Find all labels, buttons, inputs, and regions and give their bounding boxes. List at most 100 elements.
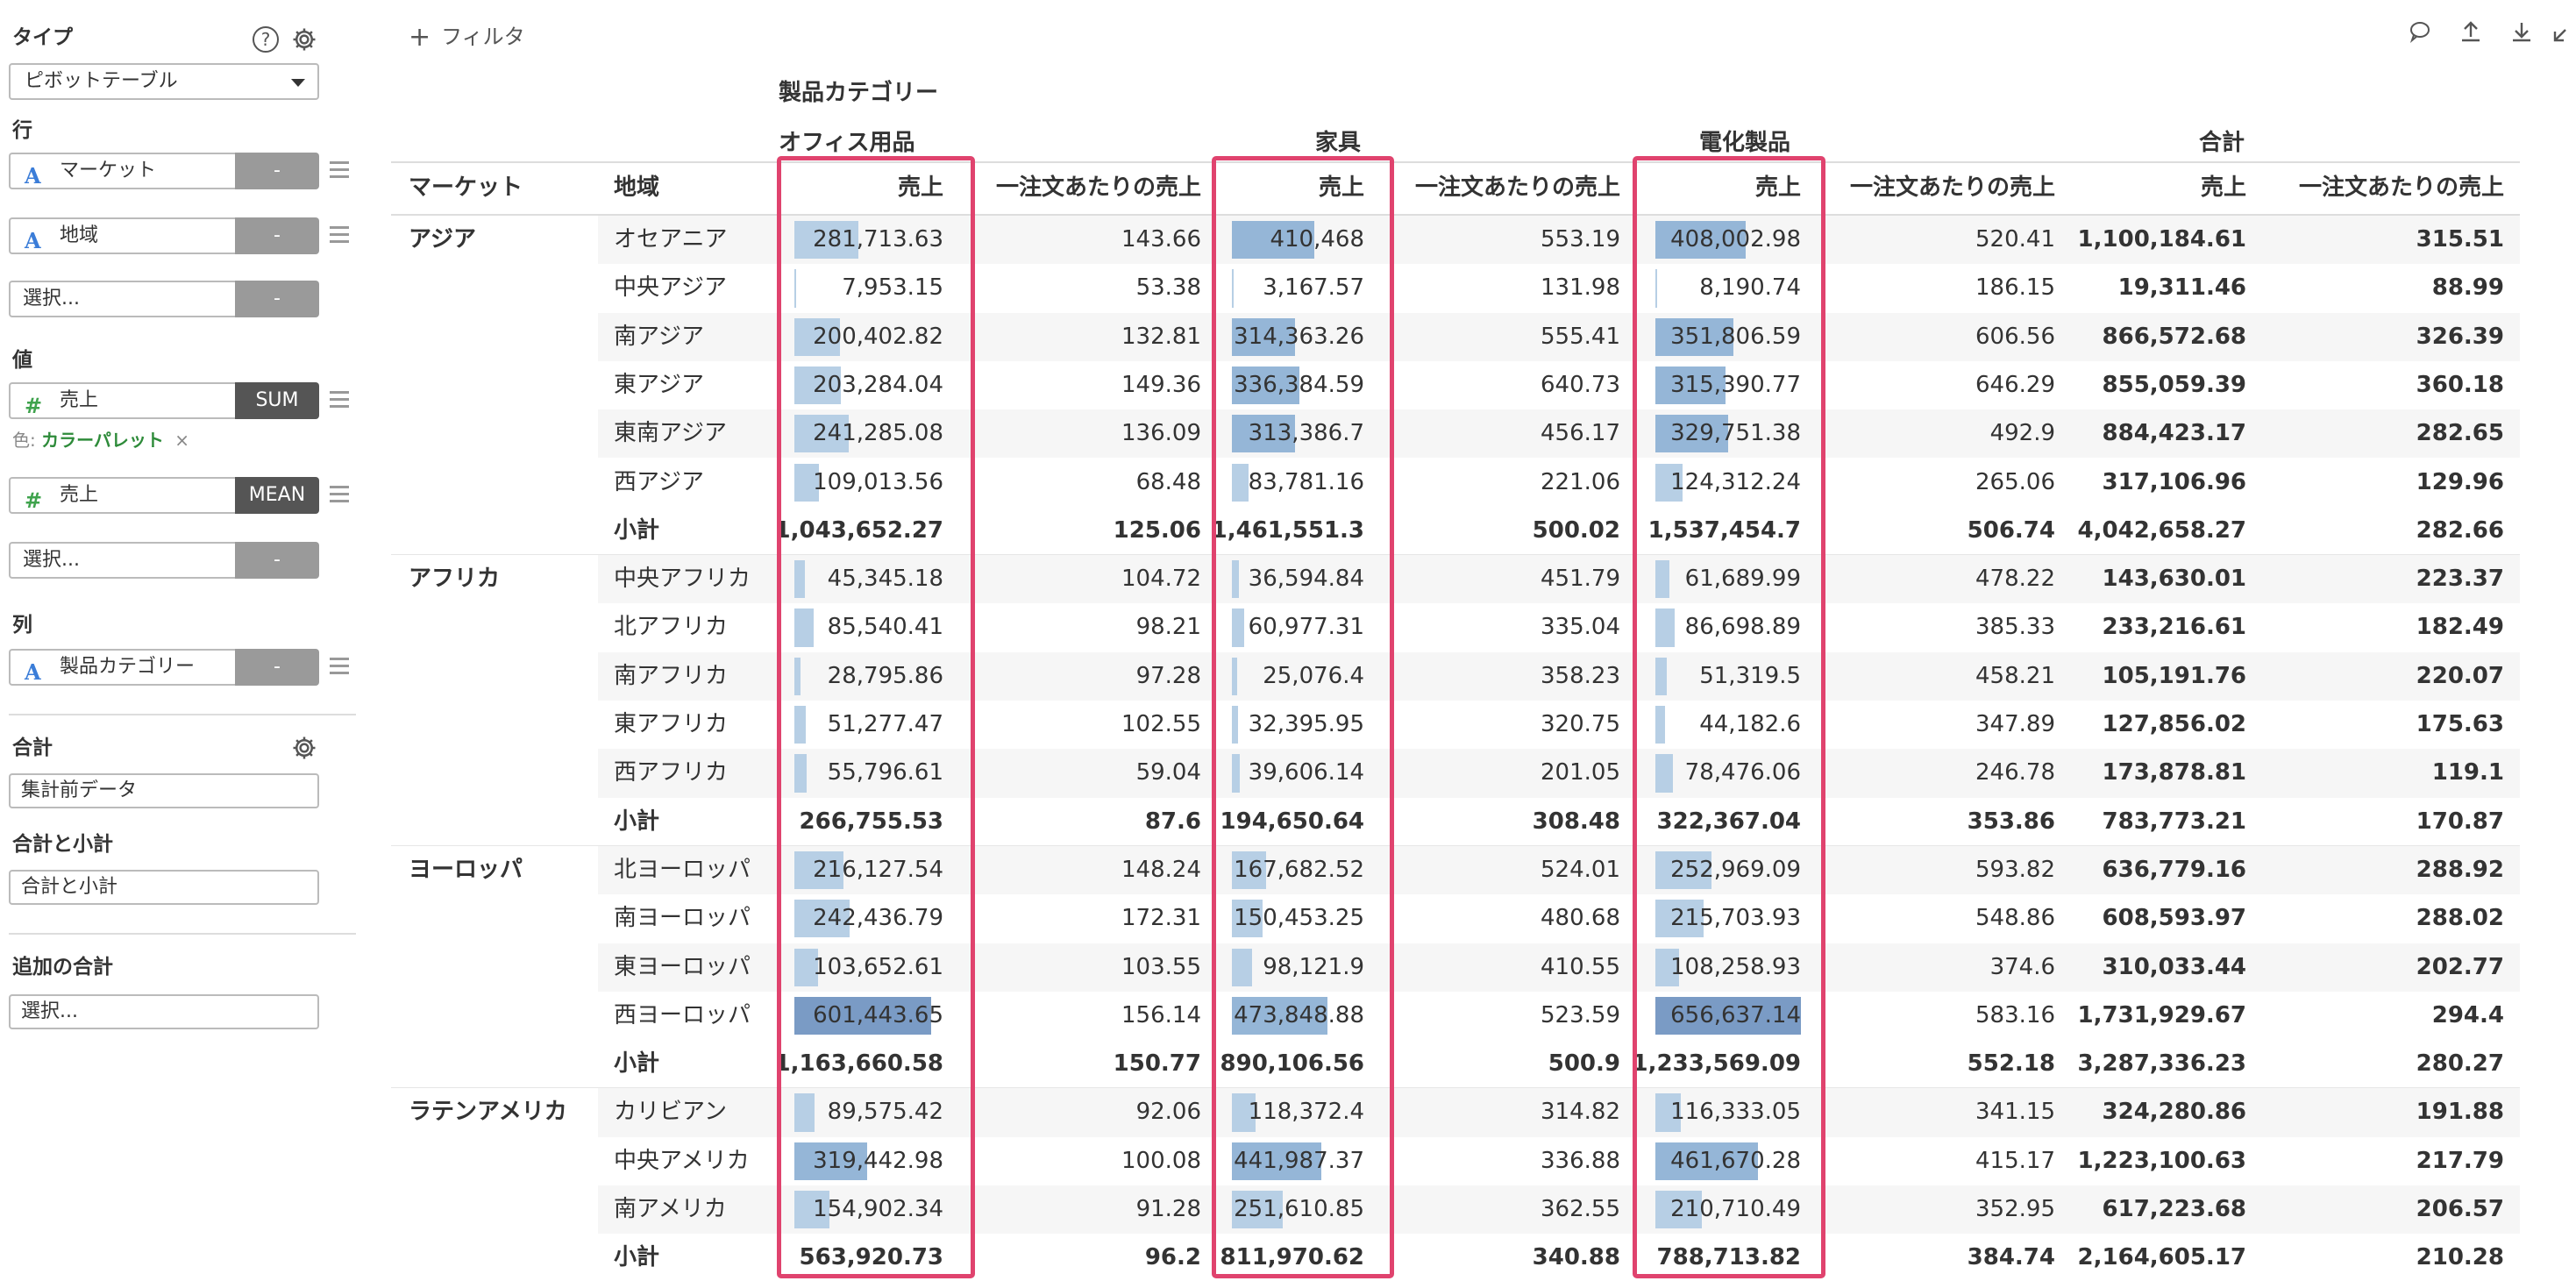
dimension-icon: A <box>25 659 41 685</box>
sales-cell: 51,319.5 <box>1699 662 1801 689</box>
aggregation-button[interactable]: - <box>235 281 319 317</box>
value-field-sum[interactable]: # 売上 SUM <box>9 382 319 419</box>
sales-bar <box>1232 269 1234 308</box>
row-field-region[interactable]: A 地域 - <box>9 217 319 254</box>
aggregation-button[interactable]: MEAN <box>235 477 319 514</box>
subtotal-select[interactable]: 合計と小計 <box>9 870 319 905</box>
mean-sales-cell: 201.05 <box>1541 759 1620 786</box>
comment-icon[interactable] <box>2408 19 2432 44</box>
subtotal-cell: 4,042,658.27 <box>2077 516 2246 544</box>
drag-handle-icon[interactable] <box>330 226 349 247</box>
total-select[interactable]: 集計前データ <box>9 773 319 808</box>
column-field-category[interactable]: A 製品カテゴリー - <box>9 649 319 686</box>
drag-handle-icon[interactable] <box>330 486 349 507</box>
mean-sales-cell: 136.09 <box>1121 420 1201 447</box>
mean-sales-cell: 202.77 <box>2416 953 2504 980</box>
chart-type-select[interactable]: ピボットテーブル <box>9 63 319 100</box>
sales-cell: 216,127.54 <box>813 856 943 883</box>
subtotal-cell: 322,367.04 <box>1656 808 1801 835</box>
settings-sidebar: タイプ ? ピボットテーブル 行 A マーケット - A 地域 - 選択... - … <box>0 0 359 1280</box>
value-field-select[interactable]: 選択... - <box>9 542 319 579</box>
field-name: マーケット <box>60 160 157 181</box>
sales-bar <box>794 317 840 356</box>
row-background <box>598 651 2520 701</box>
subtotal-cell: 170.87 <box>2416 808 2504 835</box>
color-palette-link[interactable]: カラーパレット <box>41 430 164 451</box>
field-name: 製品カテゴリー <box>60 656 196 678</box>
sales-cell: 241,285.08 <box>813 420 943 447</box>
subtotal-cell: 282.66 <box>2416 516 2504 544</box>
category-header: オフィス用品 <box>779 130 915 156</box>
download-icon[interactable] <box>2509 19 2534 44</box>
sales-cell: 25,076.4 <box>1263 662 1364 689</box>
close-icon[interactable]: × <box>174 430 190 451</box>
measure-header-mean-sales: 一注文あたりの売上 <box>995 174 1201 201</box>
measure-icon: # <box>25 488 43 513</box>
sales-bar <box>1655 900 1704 938</box>
sales-cell: 98,121.9 <box>1263 953 1364 980</box>
aggregation-button[interactable]: - <box>235 217 319 254</box>
gear-icon[interactable] <box>291 26 317 53</box>
sales-cell: 310,033.44 <box>2102 953 2246 980</box>
select-placeholder: 選択... <box>23 549 80 571</box>
mean-sales-cell: 97.28 <box>1135 662 1201 689</box>
sales-bar <box>794 560 805 599</box>
mean-sales-cell: 555.41 <box>1541 323 1620 350</box>
sales-cell: 866,572.68 <box>2102 323 2246 350</box>
column-dimension-label: 製品カテゴリー <box>779 80 939 106</box>
subtotal-cell: 1,233,569.09 <box>1632 1050 1801 1078</box>
region-label: 東南アジア <box>614 420 727 447</box>
measure-header-mean-sales: 一注文あたりの売上 <box>1414 174 1620 201</box>
sales-cell: 1,223,100.63 <box>2077 1147 2246 1174</box>
subtotal-cell: 500.02 <box>1532 516 1620 544</box>
sales-bar <box>1655 317 1733 356</box>
mean-sales-cell: 326.39 <box>2416 323 2504 350</box>
aggregation-button[interactable]: SUM <box>235 382 319 419</box>
sales-cell: 7,953.15 <box>842 274 943 302</box>
sales-bar <box>794 850 843 890</box>
add-filter-button[interactable]: + フィルタ <box>409 19 525 53</box>
mean-sales-cell: 458.21 <box>1975 662 2055 689</box>
region-label: 西ヨーロッパ <box>614 1001 751 1028</box>
sales-bar <box>1232 900 1263 938</box>
field-name: 売上 <box>60 484 99 506</box>
subtotal-cell: 96.2 <box>1144 1244 1201 1271</box>
mean-sales-cell: 68.48 <box>1135 468 1201 495</box>
mean-sales-cell: 524.01 <box>1541 856 1620 883</box>
extra-total-label: 追加の合計 <box>12 956 113 979</box>
header-divider <box>391 161 2520 163</box>
mean-sales-cell: 223.37 <box>2416 566 2504 593</box>
mean-sales-cell: 191.88 <box>2416 1099 2504 1126</box>
aggregation-button[interactable]: - <box>235 649 319 686</box>
sales-cell: 251,610.85 <box>1234 1196 1364 1222</box>
extra-total-select[interactable]: 選択... <box>9 994 319 1029</box>
mean-sales-cell: 410.55 <box>1541 953 1620 980</box>
row-field-select[interactable]: 選択... - <box>9 281 319 317</box>
category-header: 合計 <box>2199 130 2245 156</box>
drag-handle-icon[interactable] <box>330 161 349 182</box>
row-header-market: マーケット <box>409 174 523 201</box>
row-field-market[interactable]: A マーケット - <box>9 153 319 189</box>
value-field-mean[interactable]: # 売上 MEAN <box>9 477 319 514</box>
help-icon[interactable]: ? <box>253 26 279 53</box>
drag-handle-icon[interactable] <box>330 391 349 412</box>
region-label: 東アフリカ <box>614 711 729 737</box>
aggregation-button[interactable]: - <box>235 153 319 189</box>
sales-cell: 143,630.01 <box>2102 566 2246 593</box>
drag-handle-icon[interactable] <box>330 658 349 679</box>
expand-icon[interactable] <box>2551 19 2571 44</box>
group-divider <box>391 1087 2520 1089</box>
sales-cell: 105,191.76 <box>2102 662 2246 689</box>
mean-sales-cell: 314.82 <box>1541 1099 1620 1126</box>
sales-bar <box>1655 269 1658 308</box>
mean-sales-cell: 149.36 <box>1121 371 1201 398</box>
sales-cell: 313,386.7 <box>1248 420 1364 447</box>
sales-cell: 200,402.82 <box>813 323 943 350</box>
sales-cell: 78,476.06 <box>1684 759 1801 786</box>
field-name: 売上 <box>60 389 99 411</box>
sales-cell: 215,703.93 <box>1670 905 1801 932</box>
aggregation-button[interactable]: - <box>235 542 319 579</box>
sales-bar <box>1232 608 1245 647</box>
upload-icon[interactable] <box>2459 19 2483 44</box>
gear-icon[interactable] <box>291 735 317 761</box>
